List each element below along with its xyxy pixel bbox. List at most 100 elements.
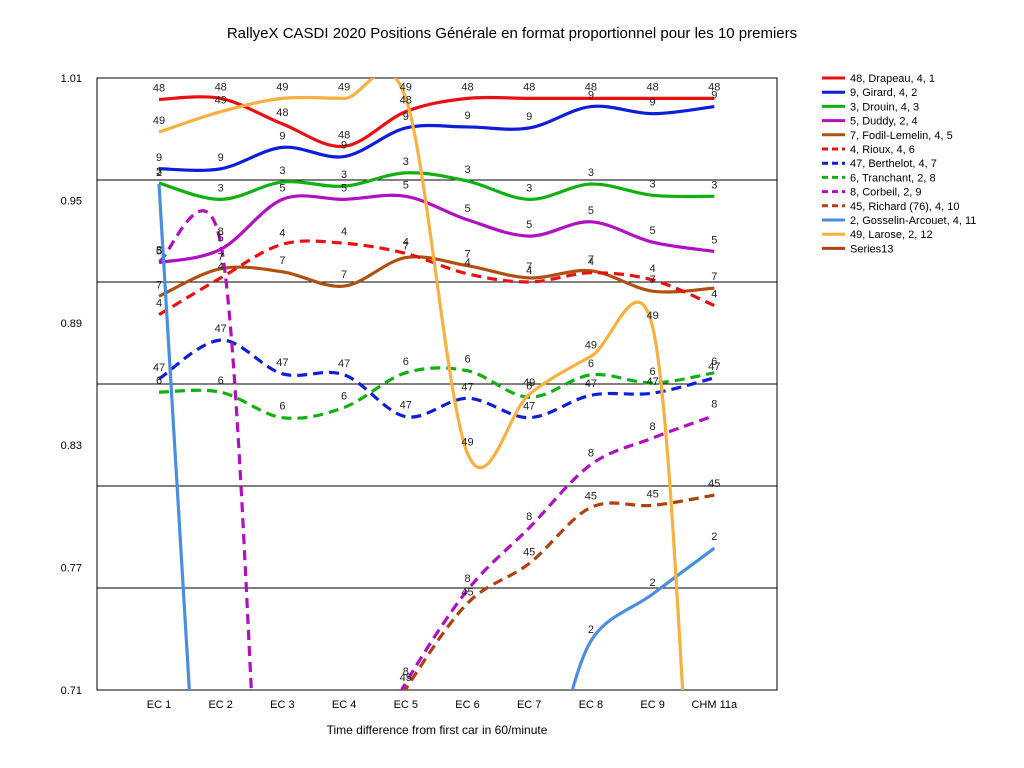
series-line [158, 95, 715, 148]
data-label: 3 [526, 182, 532, 194]
data-label: 47 [338, 358, 350, 370]
data-label: 47 [153, 362, 165, 374]
data-label: 47 [400, 400, 412, 412]
data-label: 7 [156, 279, 162, 291]
legend-item: 47, Berthelot, 4, 7 [850, 158, 937, 170]
data-label: 48 [585, 81, 597, 93]
data-label: 49 [461, 436, 473, 448]
x-tick-label: EC 4 [332, 699, 356, 711]
data-label: 5 [650, 225, 656, 237]
data-label: 4 [588, 256, 594, 268]
y-axis: 0.71 0.77 0.83 0.89 0.95 1.01 [61, 73, 82, 697]
data-label: 49 [215, 95, 227, 107]
data-label: 6 [403, 356, 409, 368]
data-label: 6 [279, 401, 285, 413]
x-tick-label: EC 7 [517, 699, 541, 711]
data-label: 47 [461, 381, 473, 393]
data-label: 3 [341, 169, 347, 181]
series-line [399, 414, 715, 690]
data-label: 5 [464, 203, 470, 215]
data-label: 5 [526, 219, 532, 231]
data-label: 9 [650, 97, 656, 109]
data-label: 47 [585, 378, 597, 390]
x-axis: EC 1 EC 2 EC 3 EC 4 EC 5 EC 6 EC 7 EC 8 EC 9 CHM … [147, 699, 738, 711]
data-label: 8 [650, 421, 656, 433]
data-label: 5 [279, 182, 285, 194]
data-label: 2 [711, 531, 717, 543]
x-axis-label: Time difference from first car in 60/min… [327, 723, 548, 737]
series-line [158, 193, 715, 265]
data-label: 7 [464, 249, 470, 261]
data-label: 48 [523, 81, 535, 93]
series-line [158, 209, 253, 690]
data-label: 4 [526, 265, 532, 277]
data-label: 8 [526, 511, 532, 523]
data-label: 48 [646, 81, 658, 93]
data-label: 4 [341, 226, 347, 238]
data-label: 45 [400, 672, 412, 684]
data-label: 9 [156, 152, 162, 164]
data-label: 47 [646, 376, 658, 388]
data-label: 47 [523, 401, 535, 413]
data-label: 6 [464, 354, 470, 366]
data-label: 49 [523, 377, 535, 389]
data-label: 7 [279, 255, 285, 267]
data-label: 3 [711, 179, 717, 191]
data-label: 7 [218, 252, 224, 264]
legend: 48, Drapeau, 4, 1 9, Girard, 4, 2 3, Droui… [822, 73, 976, 255]
data-label: 49 [276, 81, 288, 93]
x-tick-label: EC 8 [579, 699, 603, 711]
x-tick-label: CHM 11a [691, 699, 738, 711]
y-tick-label: 0.83 [61, 440, 82, 452]
data-label: 45 [646, 488, 658, 500]
data-label: 8 [156, 245, 162, 257]
data-label: 48 [461, 81, 473, 93]
data-label: 9 [218, 152, 224, 164]
data-label: 2 [588, 624, 594, 636]
data-label: 4 [218, 261, 224, 273]
data-label: 8 [588, 448, 594, 460]
data-label: 5 [711, 234, 717, 246]
data-label: 45 [461, 586, 473, 598]
data-label: 3 [218, 182, 224, 194]
data-label: 8 [218, 226, 224, 238]
chart-title: RallyeX CASDI 2020 Positions Générale en… [227, 25, 797, 42]
legend-item: 45, Richard (76), 4, 10 [850, 201, 959, 213]
data-label: 4 [403, 236, 409, 248]
data-label: 7 [650, 274, 656, 286]
data-label: 7 [403, 241, 409, 253]
legend-item: 5, Duddy, 2, 4 [850, 116, 918, 128]
data-label: 45 [523, 547, 535, 559]
data-label: 3 [156, 166, 162, 178]
data-label: 48 [276, 107, 288, 119]
legend-item: 49, Larose, 2, 12 [850, 229, 933, 241]
series-line [158, 366, 715, 420]
x-tick-label: EC 9 [640, 699, 664, 711]
data-label: 9 [279, 130, 285, 142]
data-label: 5 [403, 179, 409, 191]
legend-item: 48, Drapeau, 4, 1 [850, 73, 935, 85]
y-tick-label: 0.95 [61, 195, 82, 207]
data-label: 6 [341, 390, 347, 402]
data-label: 5 [218, 232, 224, 244]
data-label: 4 [711, 288, 717, 300]
legend-item: 8, Corbeil, 2, 9 [850, 187, 922, 199]
data-label: 9 [588, 90, 594, 102]
data-label: 49 [400, 81, 412, 93]
data-label: 8 [711, 399, 717, 411]
series-line [158, 104, 715, 172]
data-label: 3 [403, 156, 409, 168]
series-line [158, 78, 685, 690]
legend-item: 7, Fodil-Lemelin, 4, 5 [850, 130, 953, 142]
data-label: 4 [156, 298, 162, 310]
data-label: 48 [215, 81, 227, 93]
series-line [403, 493, 715, 690]
data-label: 49 [338, 81, 350, 93]
x-tick-label: EC 3 [270, 699, 294, 711]
legend-item: Series13 [850, 243, 893, 255]
data-label: 3 [464, 164, 470, 176]
data-label: 6 [711, 356, 717, 368]
data-label: 8 [464, 573, 470, 585]
data-label: 49 [153, 115, 165, 127]
